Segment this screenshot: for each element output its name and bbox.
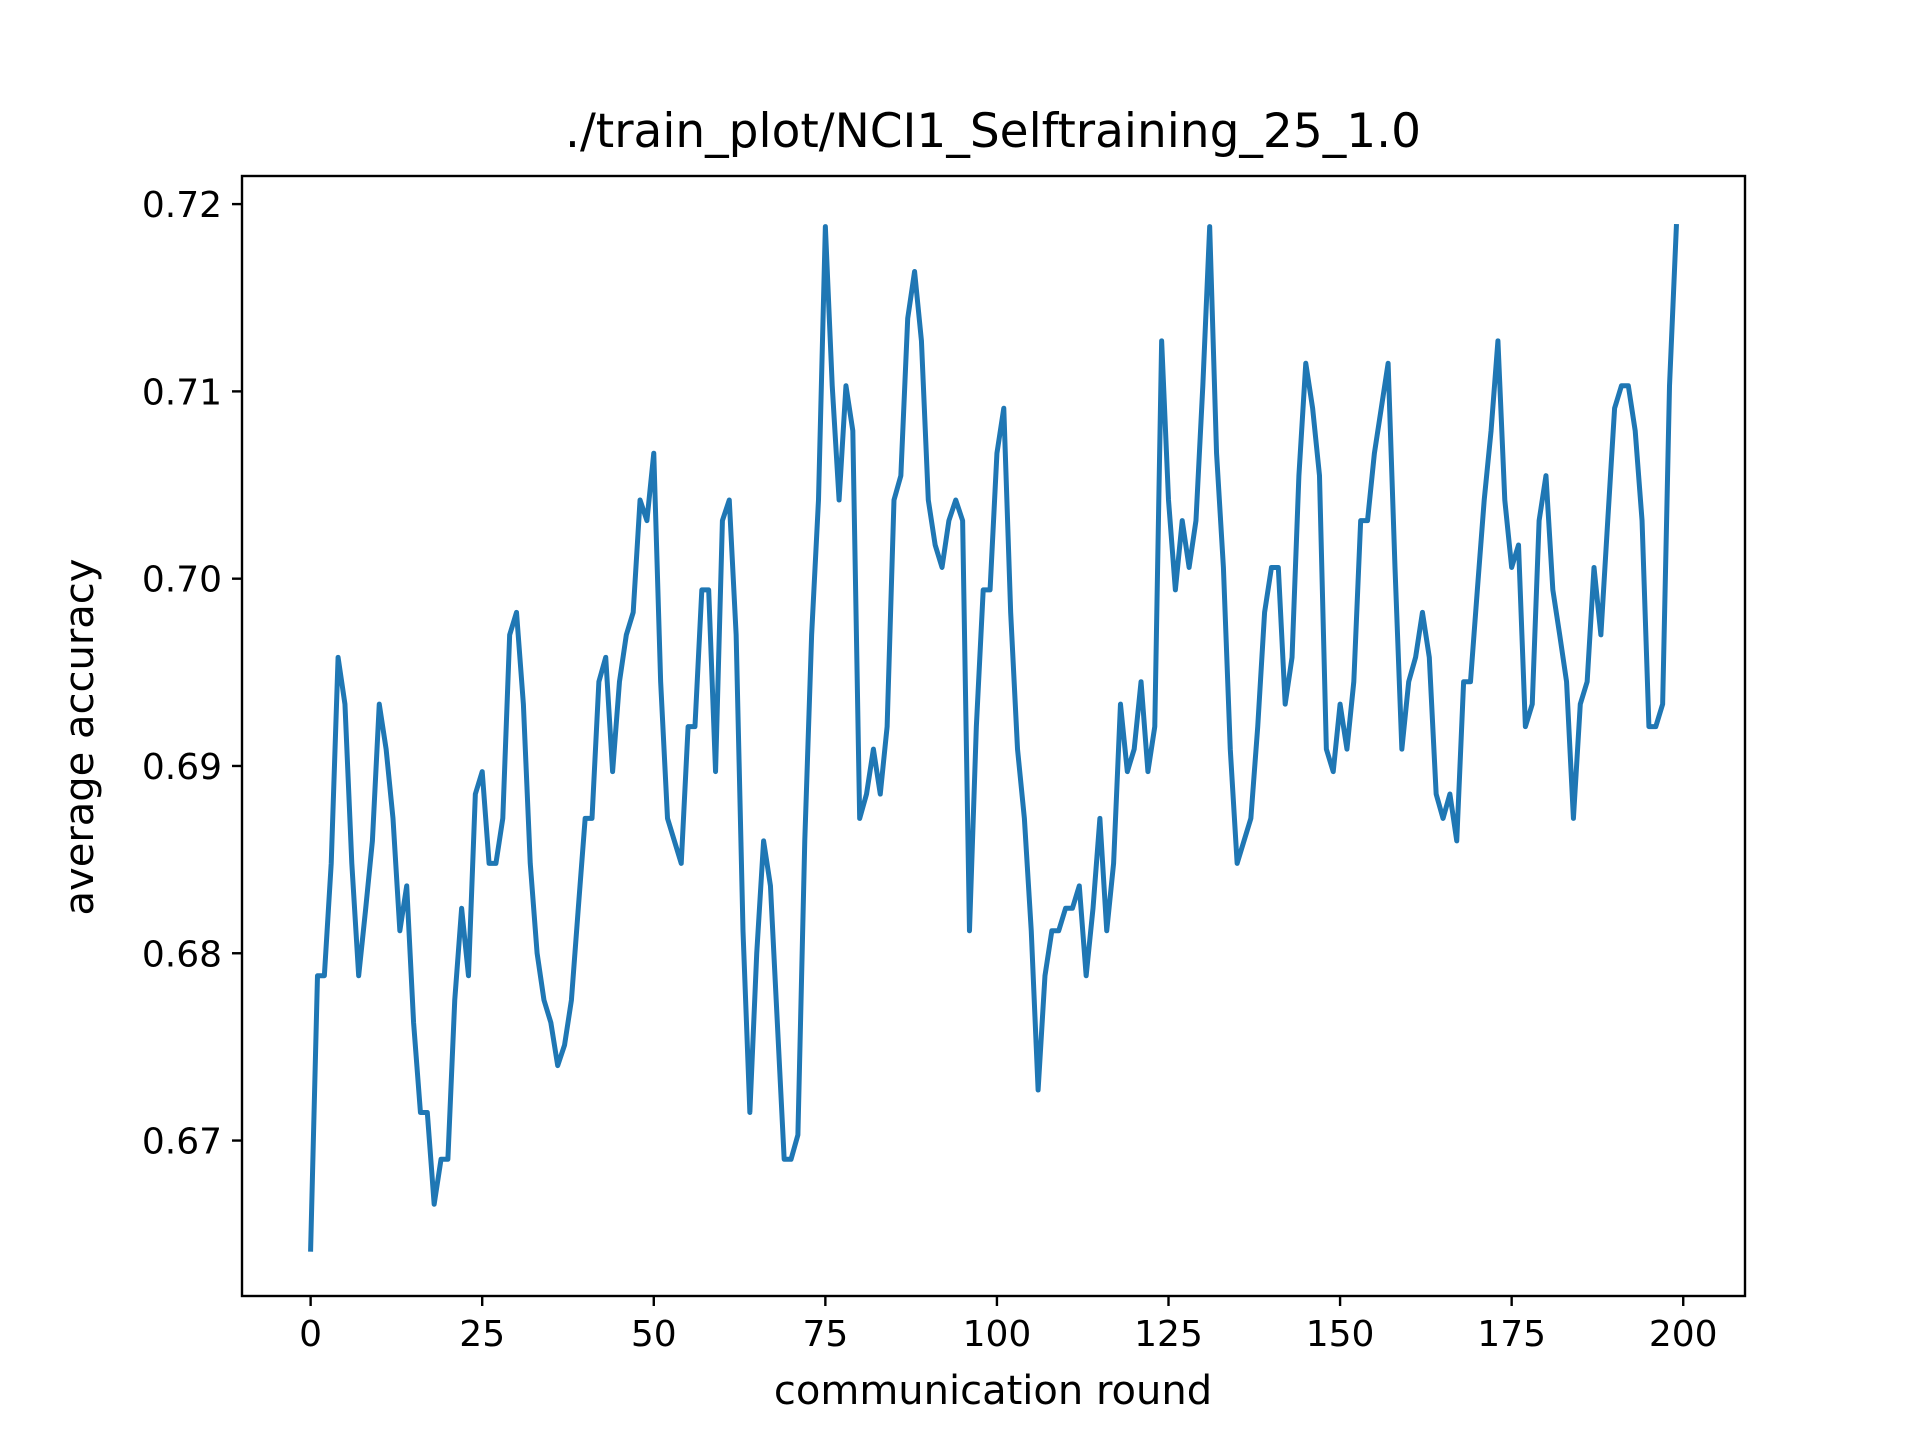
x-tick-label: 100 [963,1314,1032,1355]
chart-title: ./train_plot/NCI1_Selftraining_25_1.0 [565,104,1421,159]
x-tick-label: 175 [1477,1314,1546,1355]
x-axis-title: communication round [774,1368,1212,1414]
y-axis-ticks: 0.67 0.68 0.69 0.70 0.71 0.72 [142,185,242,1163]
y-tick-label: 0.69 [142,747,222,788]
x-tick-label: 0 [299,1314,322,1355]
y-tick-label: 0.72 [142,185,222,226]
series-line [308,223,1679,1252]
y-tick-label: 0.71 [142,372,222,413]
x-tick-label: 75 [802,1314,848,1355]
y-tick-label: 0.68 [142,934,222,975]
y-tick-label: 0.70 [142,560,222,601]
axes-frame [240,174,1747,1298]
x-tick-label: 25 [459,1314,505,1355]
y-axis-title: average accuracy [57,559,103,916]
x-tick-label: 150 [1306,1314,1375,1355]
x-tick-label: 125 [1134,1314,1203,1355]
plot-area [240,174,1747,1298]
x-axis-ticks: 0 25 50 75 100 125 150 175 200 [299,1296,1718,1355]
y-tick-label: 0.67 [142,1122,222,1163]
x-tick-label: 50 [631,1314,677,1355]
x-tick-label: 200 [1649,1314,1718,1355]
